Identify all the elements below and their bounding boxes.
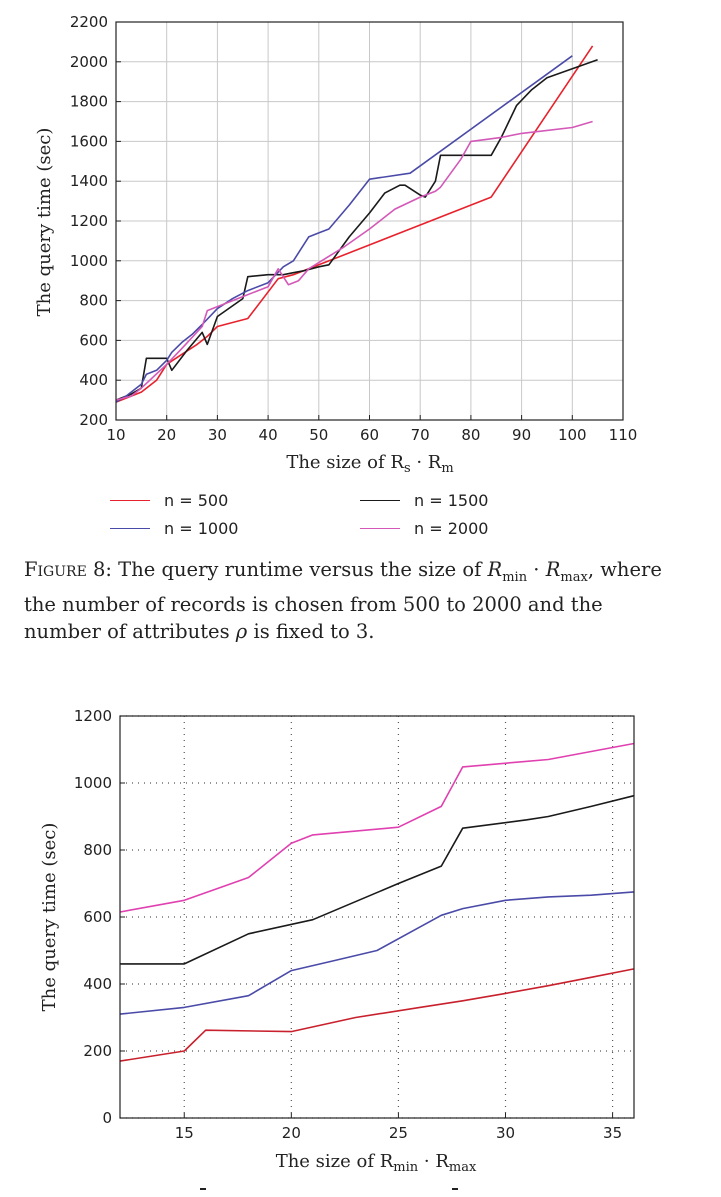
x-tick-label-1: 20 (282, 1124, 301, 1142)
chart-1-series (115, 45, 598, 403)
series-line-2 (119, 891, 635, 1015)
x-label-mid: · R (411, 452, 442, 473)
series-line-3 (115, 55, 573, 403)
figure-caption: Figure 8: The query runtime versus the s… (24, 556, 664, 645)
y-tick-label-3: 600 (83, 908, 112, 926)
x-label-mid: · R (418, 1151, 449, 1172)
chart-2: 15 20 25 30 35 0 200 400 600 800 1000 1200 The quer… (39, 707, 635, 1175)
x-tick-label-4: 35 (603, 1124, 622, 1142)
x-label-base: The size of R (286, 452, 404, 473)
caption-r-min: R (487, 558, 503, 581)
y-tick-label-5: 1200 (70, 212, 108, 230)
y-tick-label-4: 1000 (70, 252, 108, 270)
y-tick-label-1: 200 (83, 1042, 112, 1060)
x-label-sub-2: m (441, 461, 453, 476)
caption-text-a: The query runtime versus the size of (111, 558, 488, 581)
x-tick-label-9: 100 (558, 426, 587, 444)
legend-swatch-n-2000 (360, 527, 400, 529)
y-tick-label-6: 1200 (74, 707, 112, 725)
chart-2-frame (119, 715, 635, 1119)
y-tick-label-10: 2200 (70, 13, 108, 31)
legend-label-n-1500: n = 1500 (414, 490, 489, 510)
y-tick-label-9: 2000 (70, 53, 108, 71)
chart-2-y-axis-title: The query time (sec) (39, 823, 60, 1012)
y-tick-label-2: 400 (83, 975, 112, 993)
x-tick-label-4: 50 (309, 426, 328, 444)
y-tick-label-6: 1400 (70, 172, 108, 190)
y-tick-label-0: 0 (102, 1109, 112, 1127)
caption-dot: · (527, 558, 546, 581)
series-line-1 (119, 968, 635, 1062)
x-label-sub-1: s (404, 461, 411, 476)
series-line-2 (115, 59, 598, 401)
y-tick-label-8: 1800 (70, 93, 108, 111)
chart-2-ticks: 15 20 25 30 35 0 200 400 600 800 1000 1200 (74, 707, 622, 1142)
series-line-3 (120, 794, 635, 965)
legend-swatch-n-1000 (110, 527, 150, 529)
caption-rho: ρ (235, 619, 248, 643)
bottom-mark-left (200, 1188, 206, 1190)
x-tick-label-0: 15 (175, 1124, 194, 1142)
series-line-4 (119, 742, 635, 913)
x-tick-label-1: 20 (157, 426, 176, 444)
bottom-mark-right (452, 1188, 458, 1190)
x-tick-label-10: 110 (609, 426, 638, 444)
x-label-sub-2: max (449, 1160, 477, 1175)
x-tick-label-5: 60 (360, 426, 379, 444)
series-line-4 (115, 120, 593, 401)
x-tick-label-2: 25 (389, 1124, 408, 1142)
chart-1-x-axis-title: The size of Rs · Rm (286, 452, 453, 476)
caption-r-max: R (545, 558, 561, 581)
legend-swatch-n-1500 (360, 499, 400, 501)
caption-text-b: , where the number of records is chosen … (24, 558, 662, 643)
chart-1-ticks: 10 20 30 40 50 60 70 80 90 100 110 200 400 600 800 1000… (70, 13, 638, 444)
caption-r-min-sub: min (502, 569, 528, 585)
chart-1-y-axis-title: The query time (sec) (34, 128, 55, 317)
x-tick-label-8: 90 (512, 426, 531, 444)
legend-item-n-1000: n = 1000 (110, 516, 238, 540)
legend-item-n-2000: n = 2000 (360, 516, 488, 540)
caption-label: Figure 8: (24, 558, 112, 581)
x-tick-label-6: 70 (411, 426, 430, 444)
chart-1-grid (115, 21, 624, 421)
caption-text-c: is fixed to 3. (247, 619, 375, 643)
legend-label-n-1000: n = 1000 (164, 518, 239, 538)
caption-r-max-sub: max (560, 569, 588, 585)
x-tick-label-0: 10 (106, 426, 125, 444)
x-label-base: The size of R (276, 1151, 394, 1172)
x-tick-label-3: 40 (259, 426, 278, 444)
x-tick-label-7: 80 (461, 426, 480, 444)
y-tick-label-4: 800 (83, 841, 112, 859)
x-tick-label-3: 30 (496, 1124, 515, 1142)
y-tick-label-1: 400 (79, 371, 108, 389)
legend-label-n-500: n = 500 (164, 490, 229, 510)
x-tick-label-2: 30 (208, 426, 227, 444)
legend-item-n-1500: n = 1500 (360, 488, 488, 512)
chart-2-x-axis-title: The size of Rmin · Rmax (276, 1151, 477, 1175)
chart-1-legend: n = 500 n = 1500 n = 1000 n = 2000 (110, 488, 650, 544)
chart-2-series (119, 742, 635, 1062)
chart-2-grid (120, 715, 634, 1119)
chart-1: 10 20 30 40 50 60 70 80 90 100 110 200 400 600 800 1000… (34, 13, 638, 476)
y-tick-label-5: 1000 (74, 774, 112, 792)
y-tick-label-0: 200 (79, 411, 108, 429)
legend-swatch-n-500 (110, 499, 150, 501)
y-tick-label-7: 1600 (70, 132, 108, 150)
legend-label-n-2000: n = 2000 (414, 518, 489, 538)
legend-item-n-500: n = 500 (110, 488, 228, 512)
x-label-sub-1: min (393, 1160, 418, 1175)
y-tick-label-2: 600 (79, 331, 108, 349)
y-tick-label-3: 800 (79, 292, 108, 310)
